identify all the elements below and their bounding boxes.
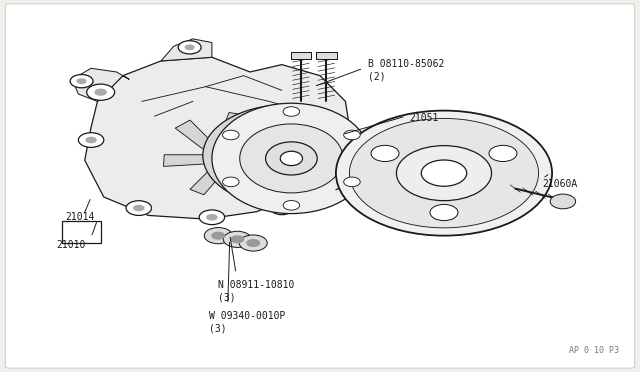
Circle shape xyxy=(371,145,399,161)
Circle shape xyxy=(76,78,86,84)
Circle shape xyxy=(283,201,300,210)
Circle shape xyxy=(70,74,93,88)
Polygon shape xyxy=(225,133,283,155)
Circle shape xyxy=(276,205,287,211)
Circle shape xyxy=(283,107,300,116)
Ellipse shape xyxy=(203,105,370,206)
Text: 21060A: 21060A xyxy=(543,179,578,189)
Polygon shape xyxy=(161,39,212,61)
Polygon shape xyxy=(84,57,352,219)
Circle shape xyxy=(344,177,360,187)
Circle shape xyxy=(78,133,104,147)
Circle shape xyxy=(336,110,552,235)
Polygon shape xyxy=(163,155,225,166)
Circle shape xyxy=(396,145,492,201)
Circle shape xyxy=(223,177,239,187)
Polygon shape xyxy=(220,113,245,155)
Circle shape xyxy=(223,130,239,140)
Circle shape xyxy=(178,41,201,54)
Circle shape xyxy=(489,145,517,161)
Text: N 08911-10810
(3): N 08911-10810 (3) xyxy=(218,280,294,302)
Circle shape xyxy=(271,202,293,215)
Circle shape xyxy=(223,231,252,247)
Text: B 08110-85062
(2): B 08110-85062 (2) xyxy=(368,59,444,81)
Polygon shape xyxy=(72,68,129,102)
Ellipse shape xyxy=(280,151,303,166)
Circle shape xyxy=(184,44,195,50)
Circle shape xyxy=(204,228,232,244)
Polygon shape xyxy=(190,155,225,195)
Text: 21051: 21051 xyxy=(409,113,438,123)
Circle shape xyxy=(94,89,107,96)
Circle shape xyxy=(430,205,458,221)
Circle shape xyxy=(86,84,115,100)
Circle shape xyxy=(211,232,225,240)
Text: W 09340-0010P
(3): W 09340-0010P (3) xyxy=(209,311,285,333)
Polygon shape xyxy=(175,120,225,155)
Circle shape xyxy=(239,235,268,251)
Circle shape xyxy=(421,160,467,186)
Text: 21010: 21010 xyxy=(56,240,86,250)
Circle shape xyxy=(199,210,225,225)
Circle shape xyxy=(246,239,260,247)
Bar xyxy=(316,52,337,59)
Ellipse shape xyxy=(240,124,343,193)
Circle shape xyxy=(550,194,575,209)
Circle shape xyxy=(126,201,152,215)
Ellipse shape xyxy=(212,103,371,214)
Circle shape xyxy=(349,118,539,228)
Ellipse shape xyxy=(266,142,317,175)
Bar xyxy=(291,52,311,59)
Circle shape xyxy=(133,205,145,211)
Circle shape xyxy=(206,214,218,221)
Circle shape xyxy=(344,130,360,140)
Bar xyxy=(63,221,100,243)
FancyBboxPatch shape xyxy=(5,4,635,368)
Circle shape xyxy=(85,137,97,143)
Circle shape xyxy=(230,235,244,243)
Text: AP 0 10 P3: AP 0 10 P3 xyxy=(569,346,619,355)
Text: 21014: 21014 xyxy=(66,212,95,222)
